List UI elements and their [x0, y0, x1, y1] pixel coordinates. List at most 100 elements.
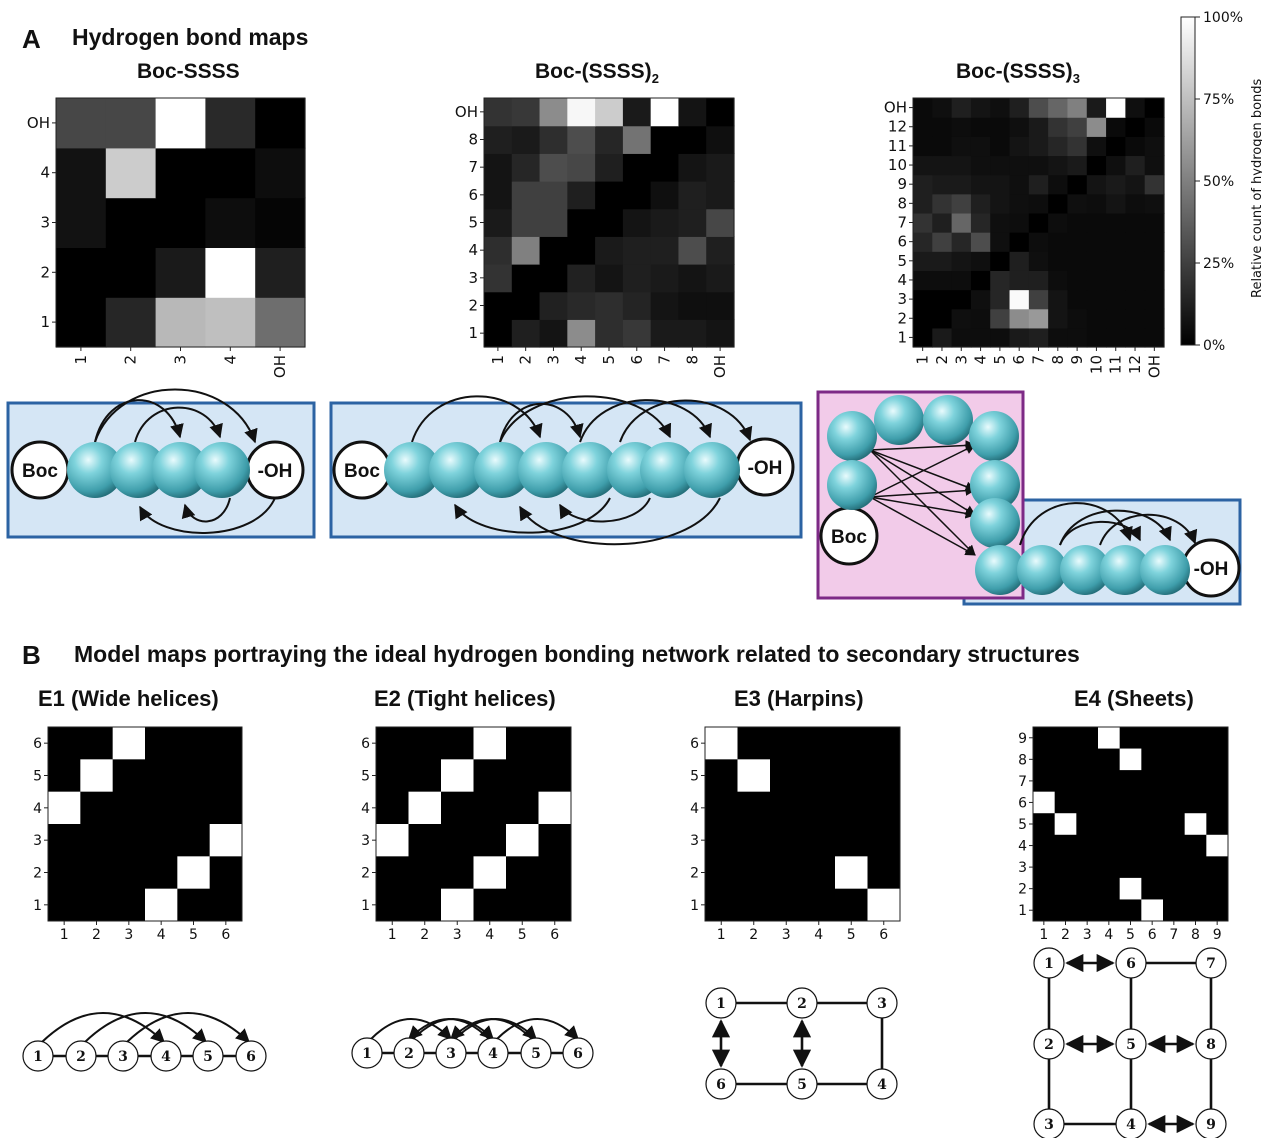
heatmap-cell [595, 291, 624, 320]
heatmap-cell [1028, 174, 1049, 195]
x-tick-label: 4 [972, 355, 990, 365]
hbond-arrow [619, 399, 753, 443]
heatmap-cell [1125, 193, 1146, 214]
graph-node-label: 3 [1044, 1117, 1054, 1133]
y-tick-label: 4 [897, 271, 907, 289]
heatmap-cell [990, 270, 1011, 291]
hbond-arrow [496, 1018, 579, 1040]
x-tick-label: 3 [544, 355, 562, 365]
heatmap-cell [913, 155, 933, 176]
heatmap-cell [539, 98, 568, 127]
graph-node [1195, 947, 1227, 979]
heatmap-cell [932, 232, 953, 252]
graph-node [1195, 1108, 1227, 1138]
heatmap-cell [970, 308, 991, 329]
heatmap-cell [539, 236, 568, 265]
heatmap-cell [567, 98, 596, 127]
heatmap-cell [155, 197, 206, 248]
x-tick-label: OH [711, 355, 729, 378]
heatmap-cell [567, 291, 596, 320]
heatmap-cell [970, 251, 991, 271]
heatmap-cell [1009, 155, 1030, 176]
x-tick-label: 6 [550, 927, 559, 943]
graph-node [1195, 1028, 1227, 1060]
heatmap-cell [990, 212, 1011, 233]
heatmap-frame [704, 726, 901, 922]
x-tick-label: 7 [656, 355, 674, 365]
hbond-arrow [1059, 520, 1141, 546]
heatmap-cell [1119, 877, 1142, 900]
hbond-arrow [41, 1012, 166, 1043]
heatmap-cell [622, 236, 652, 265]
heatmap-cell [511, 181, 541, 210]
heatmap-cell [913, 193, 933, 214]
heatmap-cell [1141, 899, 1163, 921]
x-tick-label: 1 [388, 927, 397, 943]
heatmap-cell [595, 319, 624, 348]
heatmap-cell [1098, 727, 1120, 749]
heatmap-cell [1125, 155, 1146, 176]
hbond-arrow [454, 497, 611, 534]
x-tick-label: 8 [683, 355, 701, 365]
x-tick-label: 2 [933, 355, 951, 365]
heatmap-cell [539, 319, 568, 348]
y-tick-label: 3 [40, 214, 50, 232]
y-tick-label: 4 [468, 241, 478, 259]
heatmap-cell [706, 291, 735, 320]
y-tick-label: 4 [690, 801, 699, 817]
heatmap-cell [56, 297, 107, 348]
heatmap-cell [932, 212, 953, 233]
hbond-arrow [370, 1018, 452, 1040]
heatmap-cell [1125, 232, 1146, 252]
map-title-ssss: Boc-SSSS [137, 60, 240, 83]
heatmap-cell [1144, 308, 1165, 329]
heatmap-cell [511, 125, 541, 154]
heatmap-cell [932, 193, 953, 214]
residue-sphere [970, 460, 1020, 510]
panel-b-title: Model maps portraying the ideal hydrogen… [74, 641, 1080, 667]
x-tick-label: 2 [749, 927, 758, 943]
y-tick-label: 2 [690, 866, 699, 882]
x-tick-label: 4 [221, 355, 239, 365]
heatmap-cell [595, 236, 624, 265]
heatmap-cell [155, 98, 206, 149]
hbond-arrow [869, 496, 976, 556]
heatmap-cell [145, 888, 178, 921]
x-tick-label: 4 [814, 927, 823, 943]
y-tick-label: 1 [690, 898, 699, 914]
heatmap-cell [1144, 212, 1165, 233]
x-tick-label: 3 [453, 927, 462, 943]
model-title-e2: E2 (Tight helices) [374, 686, 556, 711]
y-tick-label: 3 [690, 833, 699, 849]
heatmap-cell [255, 297, 306, 348]
graph-node [351, 1037, 383, 1069]
heatmap-cell [1067, 117, 1088, 137]
heatmap-cell [1144, 117, 1165, 137]
heatmap-cell [1106, 232, 1126, 252]
heatmap-cell [105, 197, 157, 248]
residue-sphere [518, 442, 574, 498]
heatmap-cell [913, 98, 933, 118]
schematic-ssss3: Boc -OH [816, 390, 1242, 606]
graph-node-label: 9 [1206, 1117, 1216, 1133]
hbond-arrow [139, 497, 276, 534]
heatmap-cell [484, 125, 513, 154]
x-tick-label: 3 [952, 355, 970, 365]
heatmap-cell [1048, 193, 1069, 214]
graph-node-label: 2 [797, 996, 807, 1012]
hbond-arrow [450, 1018, 533, 1040]
hbond-arrow [126, 1012, 251, 1043]
heatmap-cell [567, 125, 596, 154]
residue-sphere [827, 411, 877, 461]
boc-cap-label: Boc [344, 461, 380, 482]
x-tick-label: 6 [221, 927, 230, 943]
hbond-arrow [134, 406, 223, 443]
heatmap-cell [678, 264, 707, 293]
heatmap-cell [951, 232, 972, 252]
heatmap-cell [1048, 136, 1069, 157]
heatmap-cell [650, 98, 680, 127]
y-tick-label: 11 [888, 137, 907, 155]
heatmap-cell [951, 174, 972, 195]
heatmap-cell [932, 117, 953, 137]
